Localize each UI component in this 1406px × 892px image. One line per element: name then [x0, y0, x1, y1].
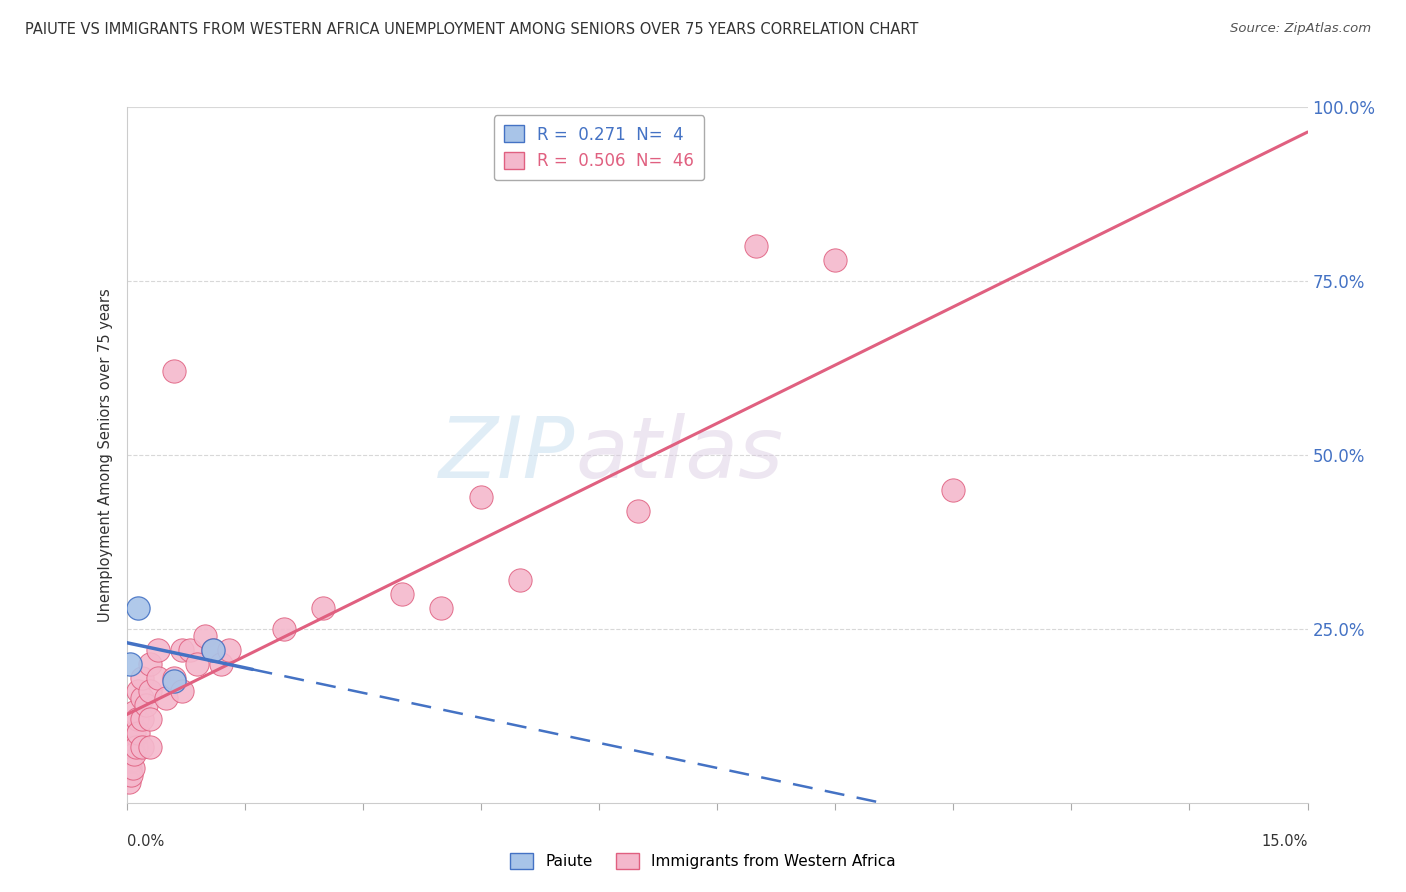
Point [163, 671, 186, 685]
Point [118, 775, 141, 789]
Point [186, 657, 208, 671]
Point [824, 253, 846, 268]
Point [745, 239, 768, 253]
Point [121, 761, 143, 775]
Point [125, 712, 148, 726]
Point [146, 642, 169, 657]
Point [430, 601, 453, 615]
Point [202, 642, 225, 657]
Point [127, 601, 149, 615]
Point [179, 642, 201, 657]
Point [139, 740, 162, 755]
Point [125, 740, 148, 755]
Point [942, 483, 965, 497]
Point [117, 768, 139, 782]
Point [509, 573, 531, 587]
Point [312, 601, 335, 615]
Point [124, 726, 146, 740]
Point [120, 754, 142, 768]
Point [470, 490, 492, 504]
Point [391, 587, 413, 601]
Point [124, 747, 146, 761]
Legend: Paiute, Immigrants from Western Africa: Paiute, Immigrants from Western Africa [505, 847, 901, 875]
Text: 0.0%: 0.0% [127, 834, 163, 849]
Point [273, 622, 295, 636]
Point [131, 691, 153, 706]
Point [627, 503, 650, 517]
Text: 15.0%: 15.0% [1261, 834, 1308, 849]
Y-axis label: Unemployment Among Seniors over 75 years: Unemployment Among Seniors over 75 years [98, 288, 114, 622]
Point [163, 364, 186, 378]
Legend: R =  0.271  N=  4, R =  0.506  N=  46: R = 0.271 N= 4, R = 0.506 N= 46 [494, 115, 704, 180]
Point [163, 674, 186, 689]
Point [202, 642, 225, 657]
Text: atlas: atlas [575, 413, 783, 497]
Point [121, 740, 143, 755]
Text: PAIUTE VS IMMIGRANTS FROM WESTERN AFRICA UNEMPLOYMENT AMONG SENIORS OVER 75 YEAR: PAIUTE VS IMMIGRANTS FROM WESTERN AFRICA… [25, 22, 918, 37]
Point [139, 657, 162, 671]
Point [127, 684, 149, 698]
Point [146, 671, 169, 685]
Text: ZIP: ZIP [439, 413, 575, 497]
Point [135, 698, 157, 713]
Point [218, 642, 240, 657]
Point [170, 684, 193, 698]
Point [155, 691, 177, 706]
Point [194, 629, 217, 643]
Point [131, 712, 153, 726]
Point [139, 712, 162, 726]
Point [131, 671, 153, 685]
Text: Source: ZipAtlas.com: Source: ZipAtlas.com [1230, 22, 1371, 36]
Point [124, 706, 146, 720]
Point [127, 726, 149, 740]
Point [131, 740, 153, 755]
Point [170, 642, 193, 657]
Point [209, 657, 232, 671]
Point [139, 684, 162, 698]
Point [118, 761, 141, 775]
Point [120, 768, 142, 782]
Point [120, 657, 142, 671]
